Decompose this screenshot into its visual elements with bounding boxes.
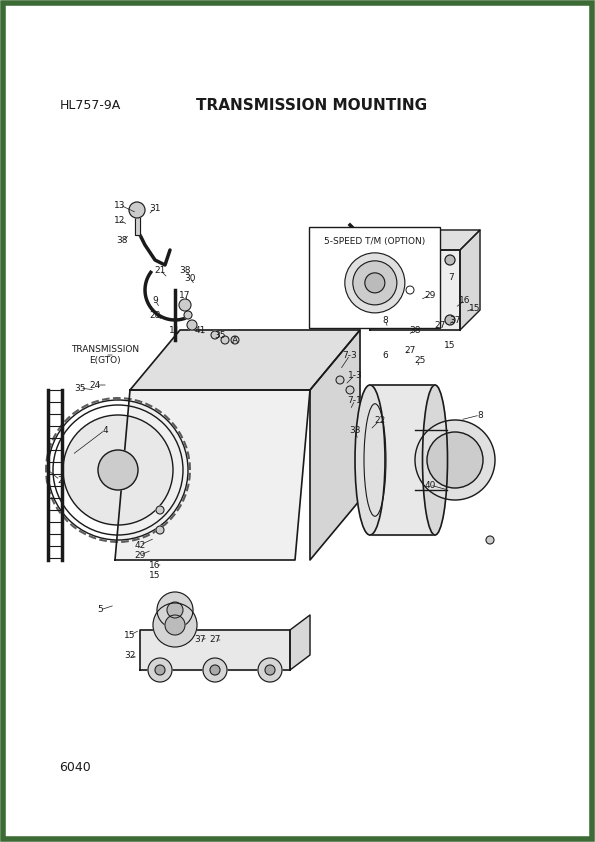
- Text: 27: 27: [434, 321, 446, 329]
- Circle shape: [231, 336, 239, 344]
- Text: 30: 30: [184, 274, 196, 283]
- Text: 17: 17: [179, 290, 191, 300]
- Circle shape: [155, 665, 165, 675]
- Text: 24: 24: [89, 381, 101, 390]
- Bar: [309, 227, 440, 328]
- Text: 8: 8: [382, 316, 388, 324]
- Circle shape: [129, 202, 145, 218]
- Text: 37: 37: [194, 636, 206, 644]
- Text: 8: 8: [477, 411, 483, 419]
- Circle shape: [148, 658, 172, 682]
- Circle shape: [184, 311, 192, 319]
- Circle shape: [345, 253, 405, 313]
- Text: 15: 15: [469, 303, 481, 312]
- Text: 37: 37: [449, 316, 461, 324]
- Circle shape: [336, 376, 344, 384]
- Circle shape: [179, 299, 191, 311]
- Polygon shape: [130, 330, 360, 390]
- Text: 35: 35: [74, 383, 86, 392]
- Circle shape: [365, 273, 385, 293]
- Text: TRANSMISSION MOUNTING: TRANSMISSION MOUNTING: [196, 98, 427, 113]
- Text: 15: 15: [149, 571, 161, 579]
- Circle shape: [211, 331, 219, 339]
- Text: 5: 5: [97, 605, 103, 615]
- Text: 27: 27: [405, 345, 416, 354]
- Text: 15: 15: [444, 340, 456, 349]
- Polygon shape: [370, 385, 435, 535]
- Polygon shape: [460, 230, 480, 330]
- Text: 31: 31: [149, 204, 161, 212]
- Circle shape: [375, 255, 385, 265]
- Text: 40: 40: [424, 481, 436, 489]
- Text: 22: 22: [374, 415, 386, 424]
- Circle shape: [203, 658, 227, 682]
- Text: 29: 29: [134, 551, 146, 559]
- Circle shape: [98, 450, 138, 490]
- Circle shape: [406, 286, 414, 294]
- Text: 38: 38: [409, 326, 421, 334]
- Circle shape: [427, 432, 483, 488]
- Text: 6040: 6040: [60, 761, 91, 775]
- Text: 13: 13: [114, 200, 126, 210]
- Circle shape: [157, 592, 193, 628]
- Text: 29: 29: [424, 290, 436, 300]
- Text: 16: 16: [149, 561, 161, 569]
- Circle shape: [156, 526, 164, 534]
- Text: 35: 35: [214, 331, 226, 339]
- Text: 42: 42: [134, 541, 146, 550]
- Circle shape: [445, 255, 455, 265]
- Circle shape: [156, 506, 164, 514]
- Circle shape: [187, 320, 197, 330]
- Text: 12: 12: [114, 216, 126, 225]
- Circle shape: [375, 315, 385, 325]
- Text: 27: 27: [209, 636, 221, 644]
- Text: 28: 28: [149, 311, 161, 319]
- Circle shape: [445, 315, 455, 325]
- Text: 11: 11: [169, 326, 181, 334]
- Circle shape: [167, 602, 183, 618]
- Text: TRANSMISSION
E(GTO): TRANSMISSION E(GTO): [71, 345, 139, 365]
- Circle shape: [346, 386, 354, 394]
- Text: 25: 25: [414, 355, 425, 365]
- Polygon shape: [370, 250, 460, 330]
- Circle shape: [415, 420, 495, 500]
- Text: 32: 32: [124, 651, 136, 659]
- Circle shape: [221, 336, 229, 344]
- Text: 7: 7: [448, 274, 454, 282]
- Text: 6: 6: [382, 350, 388, 360]
- Text: 9: 9: [152, 296, 158, 305]
- Text: 15: 15: [124, 631, 136, 640]
- Circle shape: [210, 665, 220, 675]
- Circle shape: [165, 615, 185, 635]
- Text: 2: 2: [57, 476, 63, 484]
- Circle shape: [63, 415, 173, 525]
- Ellipse shape: [422, 385, 447, 535]
- Text: 41: 41: [195, 326, 206, 334]
- Circle shape: [486, 536, 494, 544]
- Circle shape: [153, 603, 197, 647]
- Text: HL757-9A: HL757-9A: [60, 99, 121, 112]
- Circle shape: [258, 658, 282, 682]
- Circle shape: [265, 665, 275, 675]
- Polygon shape: [115, 390, 310, 560]
- Polygon shape: [370, 230, 480, 250]
- Polygon shape: [310, 330, 360, 560]
- Polygon shape: [135, 215, 140, 235]
- Text: A: A: [232, 335, 238, 344]
- Text: 33: 33: [349, 425, 361, 434]
- Text: 38: 38: [179, 265, 191, 274]
- Ellipse shape: [355, 385, 385, 535]
- Text: 16: 16: [459, 296, 471, 305]
- Polygon shape: [290, 615, 310, 670]
- Text: 7-1: 7-1: [347, 396, 362, 404]
- Polygon shape: [140, 630, 290, 670]
- Text: 4: 4: [102, 425, 108, 434]
- Text: 1-3: 1-3: [347, 370, 362, 380]
- Circle shape: [353, 261, 397, 305]
- Text: 7-3: 7-3: [343, 350, 358, 360]
- Circle shape: [386, 291, 394, 299]
- Text: 38: 38: [116, 236, 128, 244]
- Text: 5-SPEED T/M (OPTION): 5-SPEED T/M (OPTION): [324, 237, 425, 247]
- Text: 21: 21: [154, 265, 165, 274]
